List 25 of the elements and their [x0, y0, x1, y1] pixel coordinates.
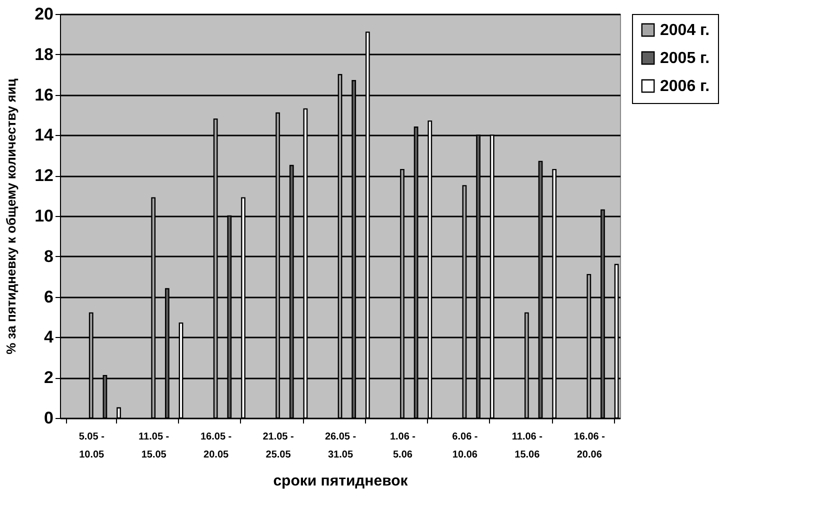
y-tick-label: 14: [34, 126, 54, 145]
x-tick-label: 21.05 - 25.05: [262, 432, 294, 460]
y-tick-label: 0: [44, 408, 54, 428]
x-tick-label: 5.05 - 10.05: [78, 432, 105, 460]
y-tick-label: 6: [44, 287, 54, 306]
y-tick-label: 12: [34, 166, 54, 186]
y-tick-label: 20: [34, 4, 54, 24]
x-axis-title: сроки пятидневок: [273, 472, 408, 490]
y-tick-label: 16: [34, 85, 54, 104]
x-tick-label: 26.05 - 31.05: [324, 432, 356, 460]
x-tick-label: 11.06 - 15.06: [512, 432, 542, 460]
y-tick-label: 18: [34, 44, 54, 64]
x-tick-label: 16.05 - 20.05: [200, 432, 232, 460]
x-tick-label: 16.06 - 20.06: [574, 432, 605, 460]
x-tick-label: 6.06 - 10.06: [452, 432, 478, 460]
y-tick-label: 8: [44, 246, 54, 266]
y-axis-title: % за пятидневку к общему количеству яиц: [4, 78, 19, 354]
y-tick-label: 2: [44, 368, 54, 388]
y-tick-label: 10: [34, 206, 54, 226]
legend-label: 2005 г.: [660, 50, 710, 67]
y-tick-label: 4: [44, 328, 54, 347]
legend-label: 2006 г.: [660, 78, 710, 95]
x-tick-label: 1.06 - 5.06: [390, 432, 416, 460]
x-tick-label: 11.05 - 15.05: [138, 432, 170, 460]
legend-label: 2004 г.: [660, 22, 710, 39]
